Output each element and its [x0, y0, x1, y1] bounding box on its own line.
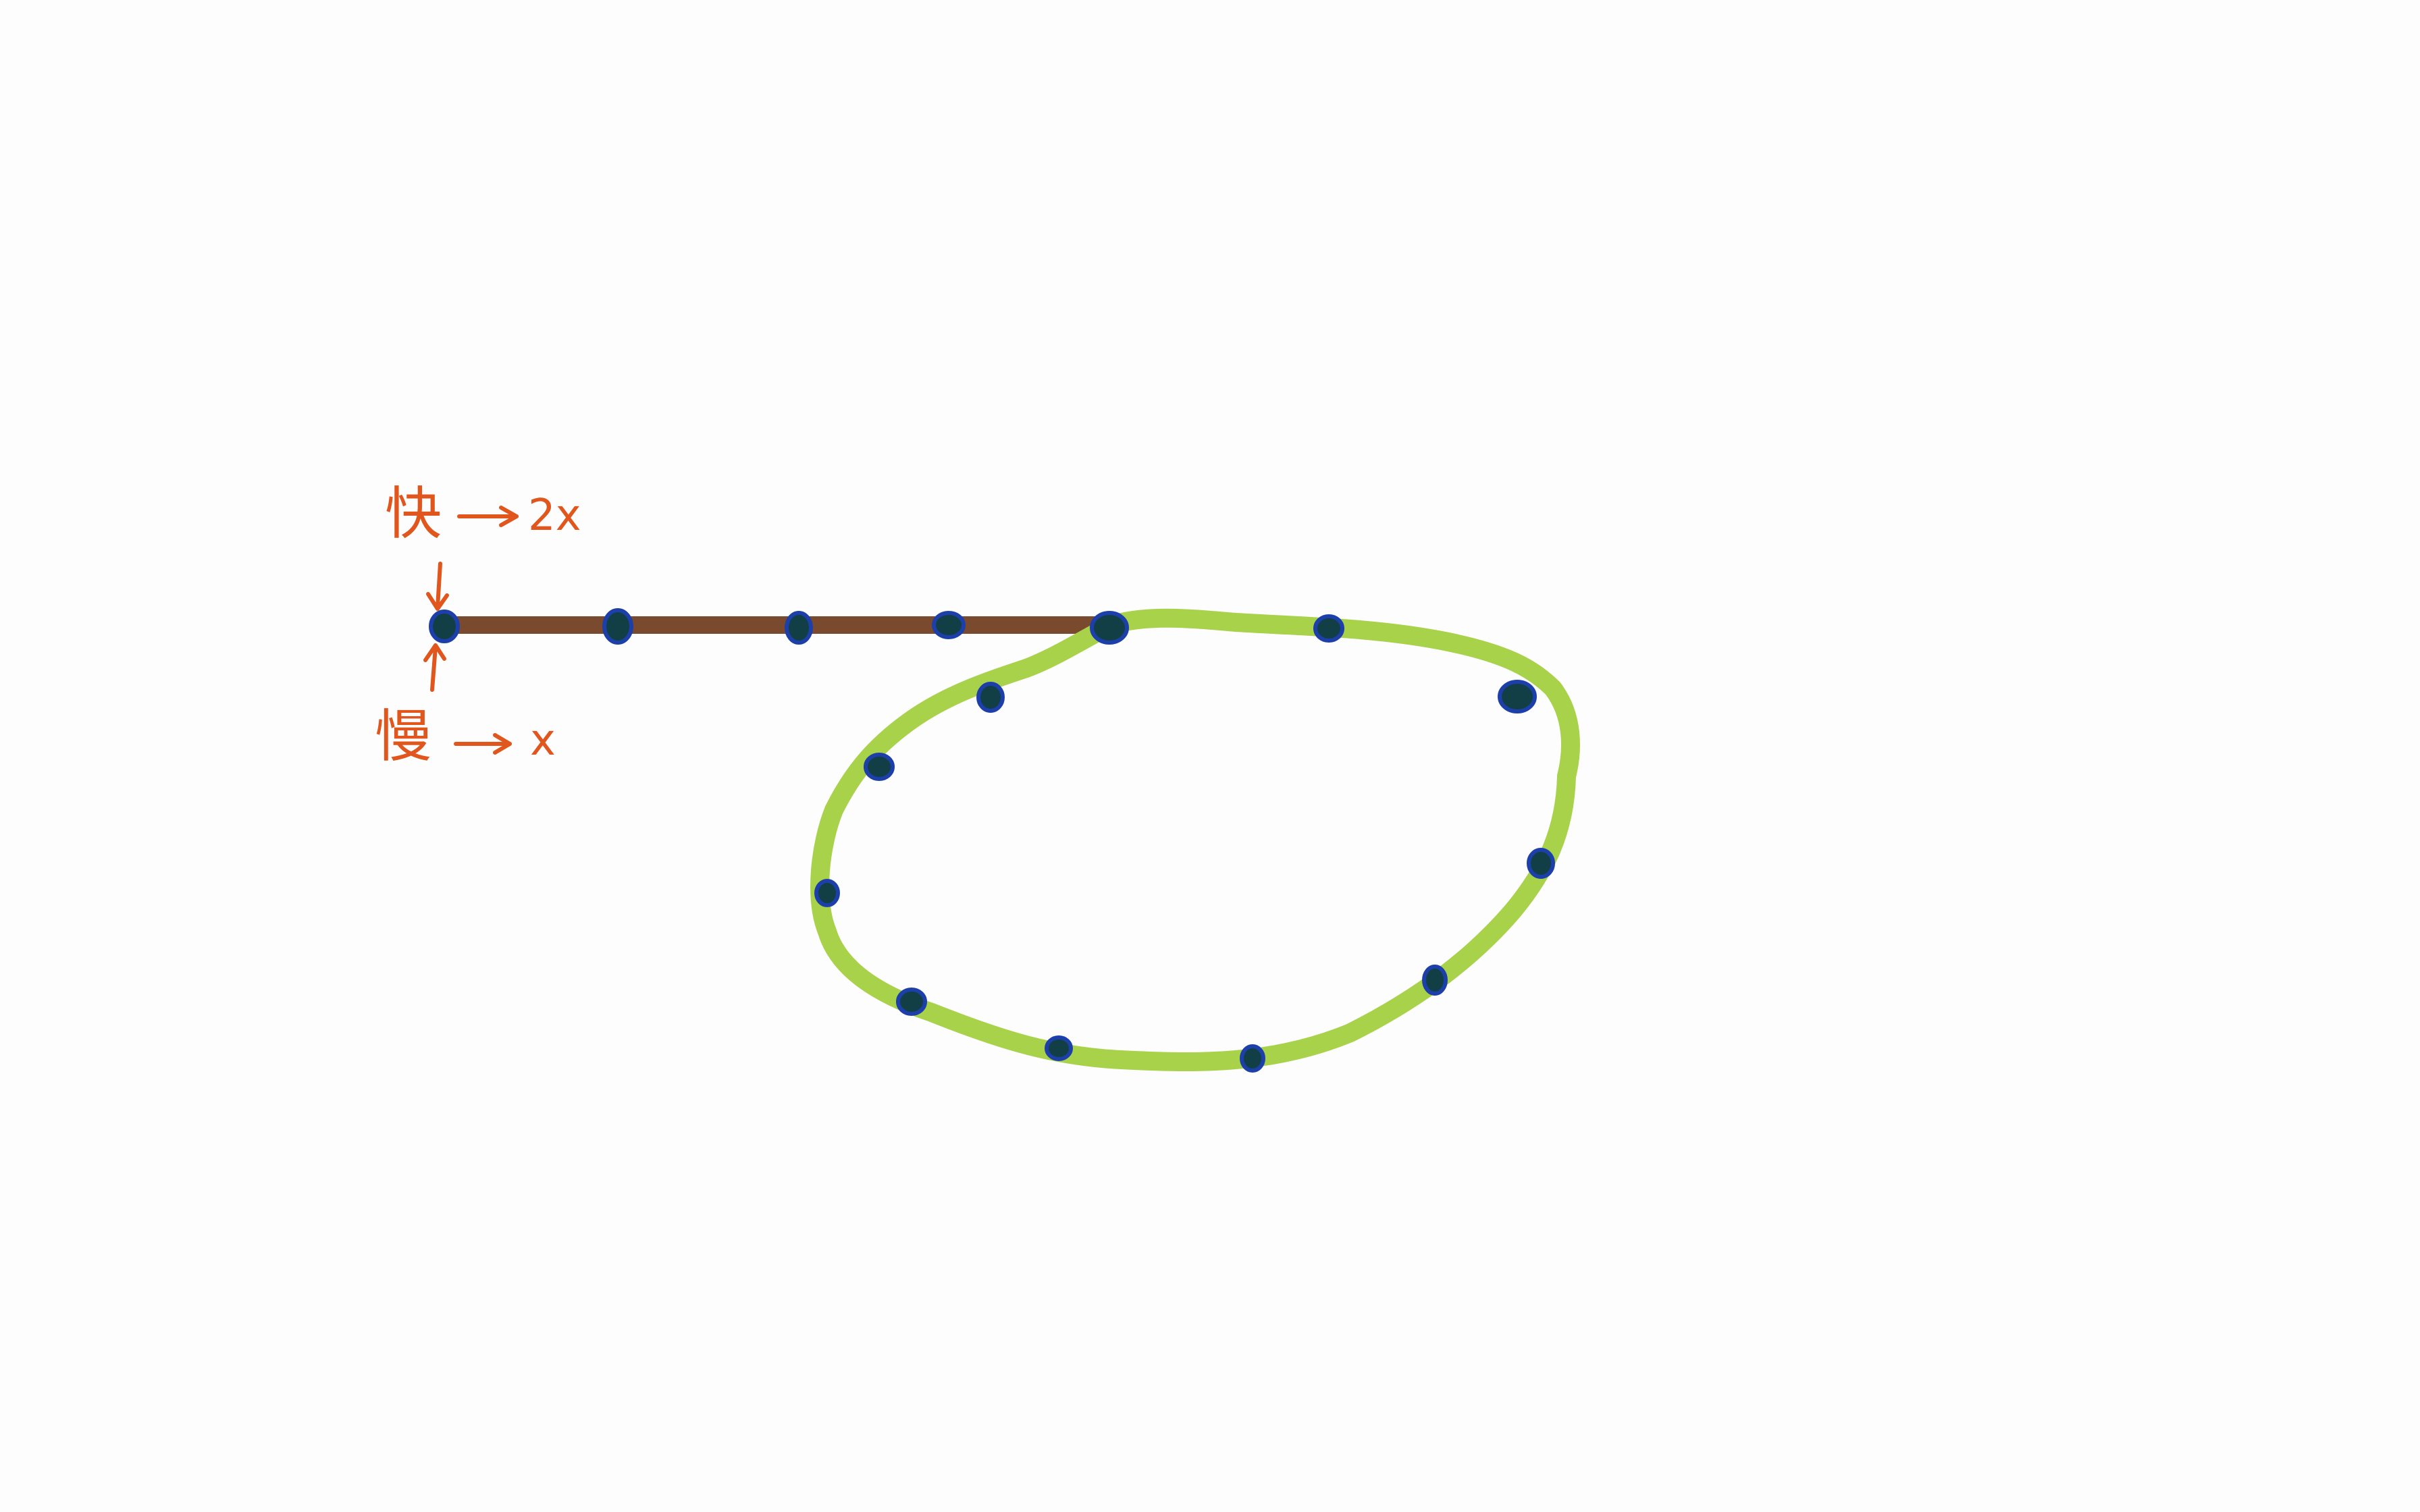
slow-label: 慢 — [375, 703, 431, 770]
node-dot — [429, 610, 460, 643]
node-dot — [896, 988, 927, 1016]
slow-arrow-up-head — [423, 643, 446, 662]
node-dot — [814, 879, 840, 907]
node-dot — [1090, 611, 1129, 645]
node-dot — [1313, 614, 1344, 643]
node-dot — [785, 611, 813, 645]
slow-arrow-right-head — [493, 733, 512, 755]
slow-multiplier: x — [530, 716, 556, 765]
loop-dots — [814, 614, 1555, 1073]
node-dot — [1045, 1035, 1073, 1061]
node-dot — [1498, 680, 1537, 713]
cycle-loop-path — [810, 608, 1580, 1072]
straight-dots — [429, 608, 1129, 645]
fast-multiplier: 2x — [528, 491, 581, 541]
node-dot — [1240, 1044, 1265, 1073]
node-dot — [602, 608, 633, 645]
fast-label: 快 — [385, 481, 442, 547]
node-dot — [976, 682, 1005, 713]
slow-arrow-up — [430, 645, 438, 692]
fast-arrow-down — [436, 562, 442, 610]
fast-annotation: 快 2x — [385, 481, 581, 611]
node-dot — [864, 753, 895, 781]
node-dot — [932, 611, 966, 639]
slow-annotation: 慢 x — [375, 643, 556, 770]
fast-arrow-down-head — [426, 592, 449, 611]
node-dot — [1527, 848, 1555, 879]
fast-arrow-right-head — [499, 506, 519, 527]
node-dot — [1422, 965, 1448, 996]
